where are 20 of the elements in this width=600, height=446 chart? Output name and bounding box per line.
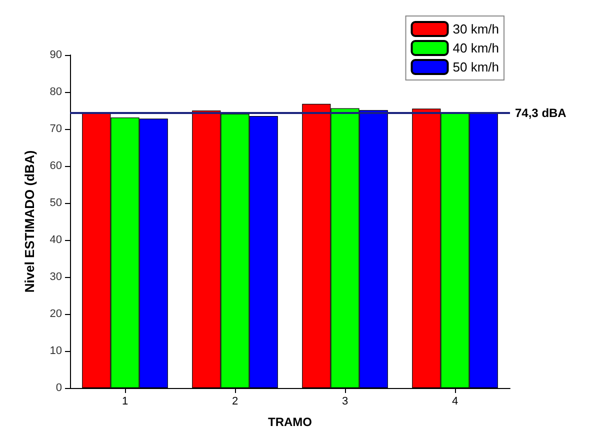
y-tick-label: 0 (56, 382, 62, 394)
y-tick-label: 10 (50, 345, 62, 357)
y-tick-label: 30 (50, 271, 62, 283)
x-tick-label: 4 (452, 396, 458, 408)
x-tick-label: 3 (342, 396, 348, 408)
x-tick-label: 2 (232, 396, 238, 408)
y-tick-label: 20 (50, 308, 62, 320)
y-tick-label: 90 (50, 49, 62, 61)
y-tick-label: 40 (50, 234, 62, 246)
y-tick-label: 70 (50, 123, 62, 135)
legend-label: 40 km/h (452, 40, 500, 56)
x-axis-title: TRAMO (268, 415, 312, 429)
y-tick-label: 80 (50, 86, 62, 98)
x-tick-label: 1 (122, 396, 128, 408)
legend-label: 30 km/h (452, 22, 500, 36)
legend-label: 50 km/h (452, 60, 500, 74)
y-tick-label: 60 (50, 160, 62, 172)
y-tick-label: 50 (50, 197, 62, 209)
ref-line-label: 74,3 dBA (515, 106, 567, 120)
y-axis-title: Nivel ESTIMADO (dBA) (22, 150, 37, 293)
